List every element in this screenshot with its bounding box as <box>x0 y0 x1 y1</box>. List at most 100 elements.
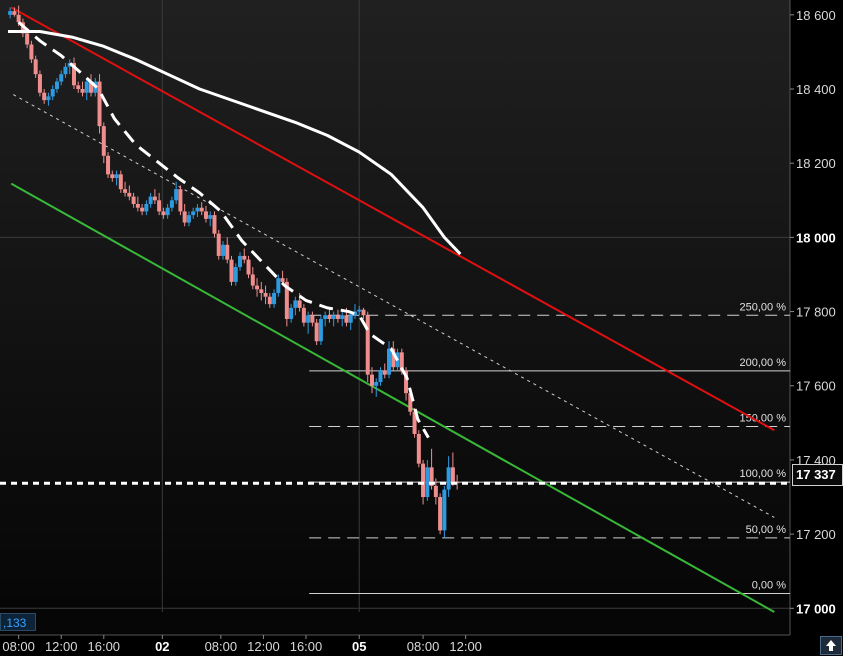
candle-body <box>144 204 149 212</box>
x-tick-label: 16:00 <box>290 639 323 654</box>
candle-body <box>195 207 200 212</box>
candle-body <box>331 315 336 319</box>
y-tick-label: 18 600 <box>796 8 836 23</box>
candle-body <box>259 289 264 294</box>
candle-body <box>442 489 447 531</box>
candle-body <box>276 278 281 294</box>
candle-body <box>97 81 102 127</box>
candle-body <box>16 14 21 23</box>
candle-body <box>263 293 268 297</box>
candle-body <box>152 196 157 201</box>
candle-body <box>80 89 85 93</box>
candle-body <box>71 63 76 86</box>
candle-body <box>344 315 349 323</box>
candle-body <box>8 11 13 15</box>
candle-body <box>310 315 315 323</box>
candle-body <box>203 211 208 219</box>
y-tick-label: 17 000 <box>796 601 836 616</box>
candle-body <box>289 307 294 319</box>
candle-body <box>301 307 306 323</box>
candle-body <box>399 352 404 371</box>
x-tick-label: 08:00 <box>205 639 238 654</box>
candle-body <box>365 315 370 375</box>
candle-body <box>101 126 106 156</box>
candle-body <box>157 200 162 212</box>
candle-body <box>225 244 230 260</box>
candle-body <box>387 348 392 375</box>
candle-body <box>446 467 451 490</box>
candle-body <box>135 204 140 208</box>
candle-body <box>131 196 136 204</box>
arrow-up-icon <box>826 640 836 651</box>
candle-body <box>361 309 366 316</box>
candle-body <box>123 189 128 193</box>
candle-body <box>284 281 289 319</box>
ma-white-solid <box>8 30 462 256</box>
scroll-up-button[interactable] <box>820 636 842 655</box>
candle-body <box>46 96 51 101</box>
candle-body <box>186 215 191 223</box>
y-tick-label: 18 400 <box>796 82 836 97</box>
candle-body <box>335 315 340 319</box>
candle-body <box>357 309 362 312</box>
candle-body <box>140 207 145 212</box>
candle-body <box>382 370 387 375</box>
x-tick-label: 12:00 <box>449 639 482 654</box>
candle-body <box>306 315 311 323</box>
candle-body <box>369 374 374 386</box>
candle-body <box>297 300 302 308</box>
candle-body <box>76 85 81 90</box>
x-tick-label: 08:00 <box>407 639 440 654</box>
last-price-label: 17 337 <box>792 464 843 486</box>
candle-body <box>208 215 213 219</box>
candle-body <box>54 81 59 90</box>
candle-body <box>191 211 196 216</box>
candle-body <box>182 211 187 223</box>
candle-body <box>127 192 132 197</box>
candle-body <box>404 370 409 394</box>
candle-body <box>327 315 332 319</box>
candle-body <box>42 92 47 101</box>
fib-label: 200,00 % <box>740 357 787 369</box>
candle-body <box>12 11 17 15</box>
x-tick-label: 02 <box>155 639 169 654</box>
candle-body <box>340 315 345 319</box>
candle-body <box>238 255 243 268</box>
candle-body <box>450 467 455 483</box>
fib-label: 150,00 % <box>740 413 787 425</box>
candle-body <box>293 300 298 308</box>
candle-body <box>318 318 323 342</box>
trend-lines <box>10 6 775 613</box>
moving-averages <box>8 21 462 439</box>
candle-body <box>438 497 443 531</box>
candle-body <box>178 189 183 212</box>
candle-body <box>118 174 123 190</box>
candle-body <box>25 33 30 45</box>
candle-body <box>391 348 396 368</box>
candle-body <box>63 66 68 75</box>
candle-body <box>374 382 379 386</box>
candle-body <box>106 155 111 175</box>
y-tick-label: 18 200 <box>796 156 836 171</box>
candle-body <box>246 259 251 275</box>
candle-body <box>161 211 166 216</box>
x-tick-label: 05 <box>352 639 366 654</box>
candle-body <box>412 411 417 434</box>
candle-body <box>348 315 353 323</box>
candle-body <box>429 467 434 486</box>
cursor-value-box: ,133 <box>0 613 36 631</box>
candle-body <box>280 278 285 282</box>
candle-body <box>169 200 174 208</box>
ma-white-dashed <box>17 21 430 439</box>
candle-body <box>250 274 255 286</box>
trend-red <box>10 6 775 432</box>
fib-label: 250,00 % <box>740 301 787 313</box>
candle-body <box>212 215 217 234</box>
y-tick-label: 18 000 <box>796 230 836 245</box>
axis-background <box>790 0 843 656</box>
x-tick-label: 12:00 <box>45 639 78 654</box>
x-tick-label: 12:00 <box>247 639 280 654</box>
candle-body <box>242 255 247 260</box>
candle-body <box>272 293 277 305</box>
